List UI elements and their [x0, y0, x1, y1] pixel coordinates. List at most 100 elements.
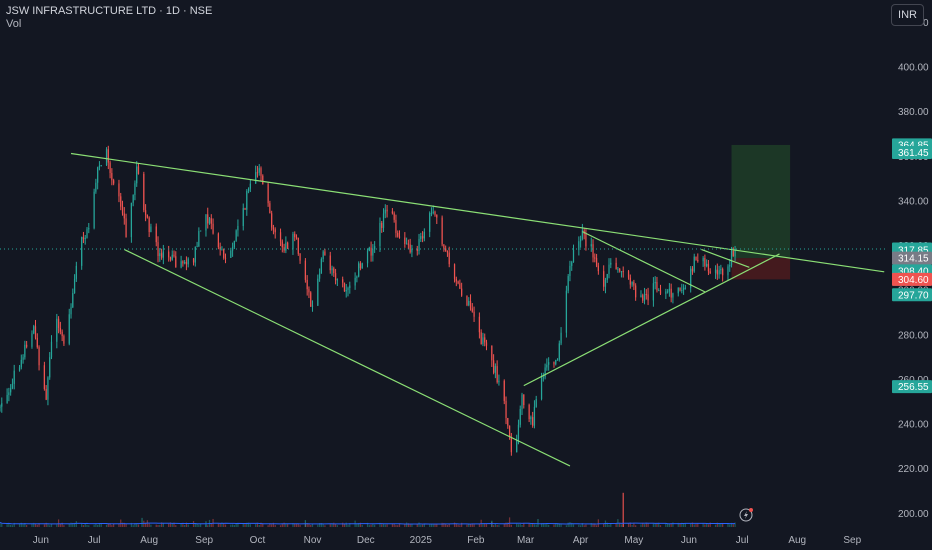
volume-bar: [734, 522, 736, 527]
volume-bar: [670, 523, 672, 527]
volume-bar: [381, 524, 383, 527]
volume-bar: [61, 522, 63, 527]
volume-bar: [642, 522, 644, 527]
volume-bar: [144, 522, 147, 527]
candle-body: [11, 383, 14, 389]
volume-bar: [558, 523, 560, 527]
candle-body: [720, 269, 722, 271]
volume-bar: [358, 522, 360, 527]
candle-body: [6, 395, 8, 404]
currency-button[interactable]: INR: [891, 4, 924, 26]
candle-body: [659, 290, 662, 294]
candle-body: [306, 279, 308, 290]
volume-bar: [230, 524, 232, 527]
volume-bar: [409, 523, 411, 527]
candle-body: [150, 226, 152, 233]
candle-body: [98, 165, 101, 168]
candle-body: [320, 258, 322, 274]
symbol-title[interactable]: JSW INFRASTRUCTURE LTD · 1D · NSE: [6, 5, 213, 17]
volume-bar: [718, 523, 720, 527]
candle-body: [272, 227, 275, 230]
candle-body: [49, 357, 51, 378]
candle-body: [33, 326, 35, 334]
volume-bar: [269, 523, 271, 527]
price-label-text: 364.85: [898, 140, 929, 151]
volume-bar: [595, 525, 598, 527]
candle-body: [18, 367, 21, 371]
candle-body: [555, 359, 557, 365]
volume-bar: [322, 524, 324, 527]
volume-bar: [20, 522, 22, 527]
candle-body: [123, 213, 125, 219]
candle-body: [81, 237, 83, 266]
volume-bar: [429, 524, 431, 527]
volume-bar: [256, 523, 259, 527]
volume-bar: [709, 522, 711, 527]
candle-body: [707, 263, 710, 272]
volume-bar: [34, 523, 37, 527]
volume-bar: [50, 523, 53, 527]
candle-body: [627, 271, 630, 278]
volume-indicator-label[interactable]: Vol: [6, 18, 22, 30]
chart-header: JSW INFRASTRUCTURE LTD · 1D · NSE Vol: [6, 5, 212, 31]
candle-body: [100, 164, 102, 166]
candle-body: [507, 417, 509, 426]
volume-bar: [63, 525, 65, 527]
time-axis-label: May: [624, 535, 643, 546]
volume-bar: [693, 524, 695, 527]
candle-body: [393, 213, 395, 220]
volume-bar: [517, 524, 520, 527]
candle-body: [423, 231, 425, 239]
candle-body: [606, 273, 608, 280]
volume-bar: [567, 522, 569, 527]
volume-bar: [219, 523, 221, 527]
volume-bar: [224, 524, 227, 527]
candle-body: [205, 214, 207, 231]
volume-bar: [445, 523, 447, 527]
volume-bar: [98, 523, 101, 527]
candle-body: [690, 268, 692, 288]
volume-bar: [182, 524, 184, 527]
volume-bar: [434, 524, 436, 527]
volume-bar: [70, 522, 72, 527]
price-label-tag: [892, 288, 932, 302]
volume-bar: [272, 522, 275, 527]
volume-bar: [72, 522, 74, 527]
candle-body: [136, 166, 138, 184]
candle-body: [702, 257, 704, 262]
volume-bar: [198, 524, 200, 527]
volume-bar: [173, 522, 175, 527]
volume-bar: [169, 522, 172, 527]
volume-bar: [100, 523, 102, 527]
candle-body: [379, 222, 381, 247]
candle-body: [542, 377, 544, 379]
volume-bar: [629, 522, 631, 527]
volume-bar: [242, 523, 244, 527]
volume-bar: [317, 524, 319, 527]
volume-bar: [420, 524, 422, 527]
volume-bar: [159, 524, 161, 527]
candle-body: [317, 278, 319, 306]
candle-body: [134, 183, 136, 195]
volume-bar: [540, 523, 543, 527]
candle-body: [404, 237, 406, 244]
candle-body: [397, 232, 399, 237]
volume-bar: [448, 523, 450, 527]
candle-body: [137, 166, 140, 174]
volume-bar: [336, 525, 338, 527]
candle-body: [169, 257, 172, 260]
volume-spike-bar: [141, 517, 143, 527]
candle-body: [292, 233, 294, 249]
candle-body: [398, 236, 401, 238]
time-axis-label: Dec: [357, 535, 375, 546]
volume-bar: [659, 525, 662, 527]
volume-bar: [157, 525, 159, 527]
candle-body: [285, 242, 287, 251]
volume-bar: [722, 522, 724, 527]
volume-bar: [356, 523, 358, 527]
candle-body: [235, 230, 237, 241]
volume-bar: [6, 524, 8, 527]
candle-body: [498, 380, 500, 383]
